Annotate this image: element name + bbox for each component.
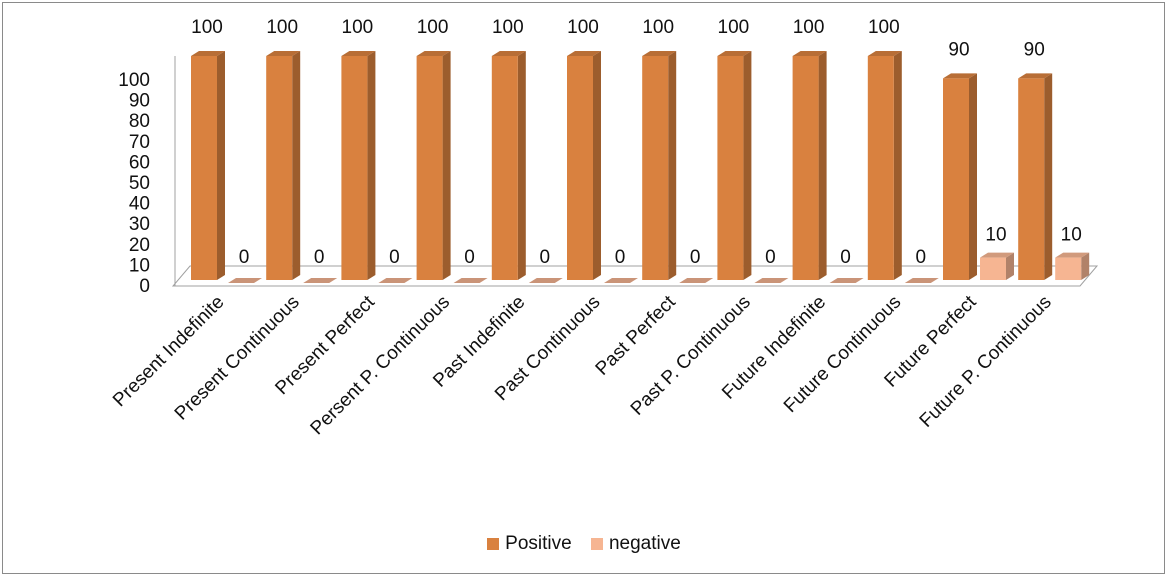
legend-swatch-negative [590,538,603,550]
bar-positive [266,51,301,280]
bar-positive [341,51,376,280]
y-tick-label: 100 [118,70,150,91]
bar-negative [754,278,789,283]
y-tick-label: 60 [129,152,150,173]
data-label-negative: 0 [314,247,325,268]
y-tick-label: 50 [129,173,150,194]
bar-negative [378,278,413,283]
bar-positive [717,51,752,280]
bar-positive [792,51,827,280]
bar-negative [228,278,262,283]
data-label-positive: 100 [718,17,750,38]
x-category-label: Future P. Continuous [916,292,1056,432]
legend: Positive negative [0,533,1168,556]
data-label-positive: 100 [417,17,449,38]
y-tick-label: 70 [129,132,150,153]
y-tick-label: 80 [129,111,150,132]
data-label-negative: 0 [464,247,475,268]
bar-negative [1055,252,1090,280]
x-category-label: Persent P. Continuous [307,292,455,440]
data-label-positive: 90 [948,39,969,60]
data-label-positive: 100 [191,17,223,38]
data-label-negative: 0 [540,247,551,268]
data-label-negative: 0 [389,247,400,268]
bar-positive [567,51,601,280]
bar-negative [980,252,1014,280]
y-tick-label: 30 [129,214,150,235]
data-label-positive: 90 [1024,39,1045,60]
bar-positive [943,73,977,281]
bar-negative [679,278,714,283]
legend-swatch-positive [487,538,500,550]
bar-negative [604,278,638,283]
legend-label-negative: negative [608,533,681,554]
y-tick-label: 0 [139,276,150,297]
bar-negative [904,278,939,283]
data-label-positive: 100 [266,17,298,38]
data-label-positive: 100 [642,17,674,38]
data-label-positive: 100 [567,17,599,38]
data-label-negative: 0 [690,247,701,268]
data-label-negative: 0 [615,247,626,268]
data-label-negative: 0 [239,247,250,268]
bar-negative [528,278,563,283]
data-label-positive: 100 [868,17,900,38]
data-label-negative: 0 [840,247,851,268]
bar-negative [453,278,488,283]
data-label-negative: 0 [765,247,776,268]
y-tick-label: 40 [129,194,150,215]
legend-item-positive: Positive [487,533,572,555]
data-label-negative: 10 [1061,225,1082,246]
legend-label-positive: Positive [505,533,572,554]
bar-positive [416,51,451,280]
data-label-negative: 10 [985,225,1006,246]
bar-positive [867,51,902,280]
bar-positive [191,51,225,280]
bar-negative [829,278,864,283]
data-label-positive: 100 [793,17,825,38]
data-label-positive: 100 [492,17,524,38]
bar-negative [303,278,338,283]
bar-positive [642,51,677,280]
data-label-positive: 100 [342,17,374,38]
data-label-negative: 0 [916,247,927,268]
bar-positive [491,51,526,280]
x-category-label: Present Continuous [171,292,304,425]
y-tick-label: 90 [129,91,150,112]
y-tick-label: 10 [129,255,150,276]
bar-positive [1018,73,1053,281]
y-tick-label: 20 [129,235,150,256]
legend-item-negative: negative [590,533,681,555]
